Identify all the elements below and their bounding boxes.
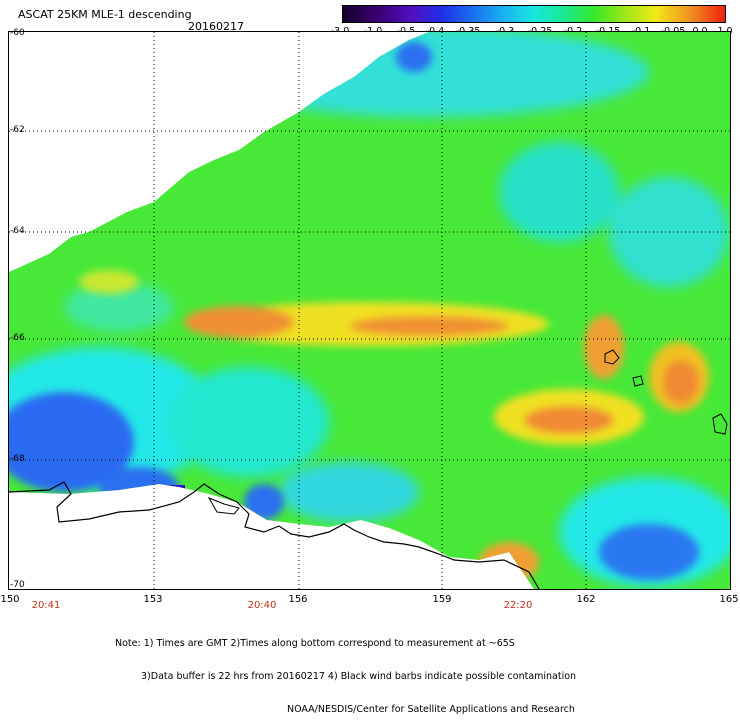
time-label: 22:20 xyxy=(503,600,533,611)
purple-cell xyxy=(159,485,185,495)
lon-label: 150 xyxy=(0,594,20,605)
lon-label: 153 xyxy=(143,594,163,605)
lat-label: -62 xyxy=(10,125,25,135)
colorbar xyxy=(342,5,726,23)
map-date: 20160217 xyxy=(188,20,244,33)
island-outline xyxy=(604,349,620,365)
footnote: Note: 1) Times are GMT 2)Times along bot… xyxy=(115,616,576,726)
lat-label: -60 xyxy=(10,28,25,38)
footnote-line-3: NOAA/NESDIS/Center for Satellite Applica… xyxy=(287,704,575,715)
lon-label: 159 xyxy=(432,594,452,605)
lon-label: 156 xyxy=(288,594,308,605)
blue-regions xyxy=(9,42,699,580)
wind-map[interactable] xyxy=(8,31,731,590)
lat-label: -68 xyxy=(10,454,25,464)
graticule xyxy=(9,32,730,589)
lon-label: 162 xyxy=(576,594,596,605)
map-title: ASCAT 25KM MLE-1 descending xyxy=(18,8,192,21)
footnote-line-2: 3)Data buffer is 22 hrs from 20160217 4)… xyxy=(141,671,577,682)
antarctic-coastline xyxy=(9,481,540,589)
island-outline xyxy=(712,413,728,435)
time-label: 20:41 xyxy=(31,600,61,611)
island-outline xyxy=(207,497,240,515)
lon-label: 165 xyxy=(719,594,739,605)
lat-label: -64 xyxy=(10,226,25,236)
footnote-line-1: Note: 1) Times are GMT 2)Times along bot… xyxy=(115,638,515,649)
lat-label: -66 xyxy=(10,333,25,343)
island-outline xyxy=(632,375,644,387)
time-label: 20:40 xyxy=(247,600,277,611)
lat-label: -70 xyxy=(10,580,25,590)
